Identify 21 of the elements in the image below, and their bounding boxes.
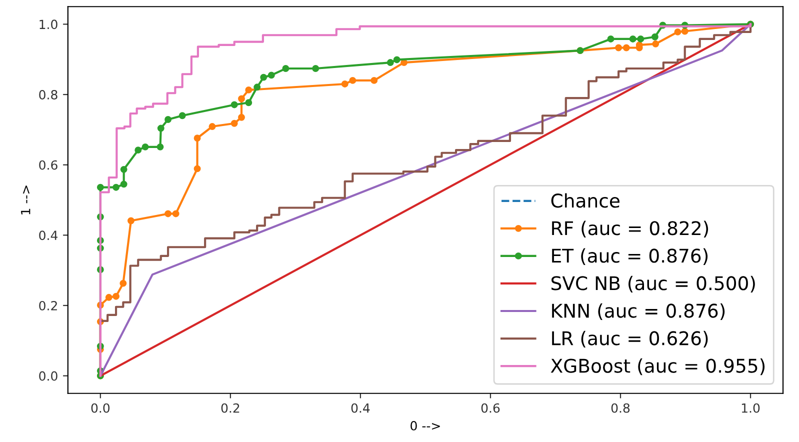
x-tick-label: 0.0 [91, 403, 110, 413]
legend-label: KNN (auc = 0.876) [552, 303, 725, 320]
legend-label: RF (auc = 0.822) [552, 220, 708, 238]
y-tick-label: 0.0 [39, 371, 58, 381]
y-tick-label: 0.6 [39, 160, 58, 170]
legend-label: Chance [551, 193, 620, 208]
y-tick-label: 0.4 [39, 230, 58, 240]
y-tick-label: 0.8 [39, 90, 58, 100]
x-tick-label: 0.4 [351, 403, 370, 413]
x-axis-title: 0 --> [410, 420, 440, 430]
legend-label: ET (auc = 0.876) [552, 248, 708, 265]
legend-label: SVC NB (auc = 0.500) [552, 276, 755, 293]
x-tick-label: 1.0 [742, 403, 760, 413]
y-tick-label: 1.0 [40, 20, 58, 30]
x-tick-label: 0.2 [221, 403, 240, 413]
x-tick-label: 0.8 [611, 403, 630, 413]
y-axis-title: 1 --> [21, 186, 30, 214]
legend-label: LR (auc = 0.626) [552, 330, 708, 348]
legend-label: XGBoost (auc = 0.955) [550, 358, 765, 376]
x-tick-label: 0.6 [481, 403, 500, 413]
y-tick-label: 0.2 [39, 300, 57, 310]
